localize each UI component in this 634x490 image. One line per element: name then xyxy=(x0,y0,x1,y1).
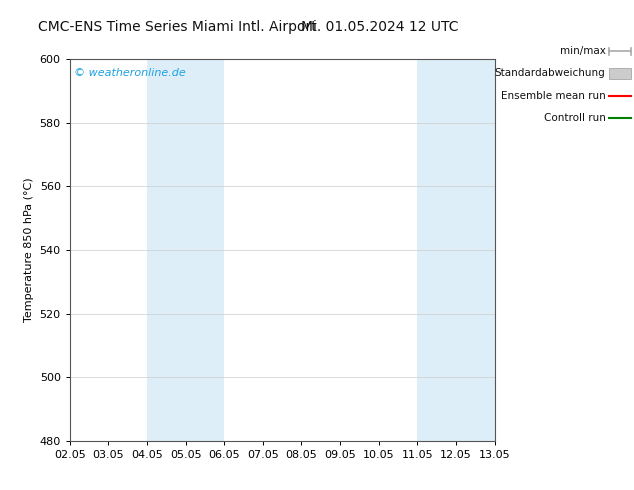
Text: Ensemble mean run: Ensemble mean run xyxy=(501,91,605,100)
Text: Mi. 01.05.2024 12 UTC: Mi. 01.05.2024 12 UTC xyxy=(301,20,458,34)
Text: Controll run: Controll run xyxy=(543,113,605,122)
Text: Standardabweichung: Standardabweichung xyxy=(495,69,605,78)
Bar xyxy=(417,59,495,441)
Text: min/max: min/max xyxy=(560,47,605,56)
Y-axis label: Temperature 850 hPa (°C): Temperature 850 hPa (°C) xyxy=(24,177,34,322)
Text: CMC-ENS Time Series Miami Intl. Airport: CMC-ENS Time Series Miami Intl. Airport xyxy=(37,20,316,34)
Bar xyxy=(147,59,224,441)
Text: © weatheronline.de: © weatheronline.de xyxy=(74,69,186,78)
